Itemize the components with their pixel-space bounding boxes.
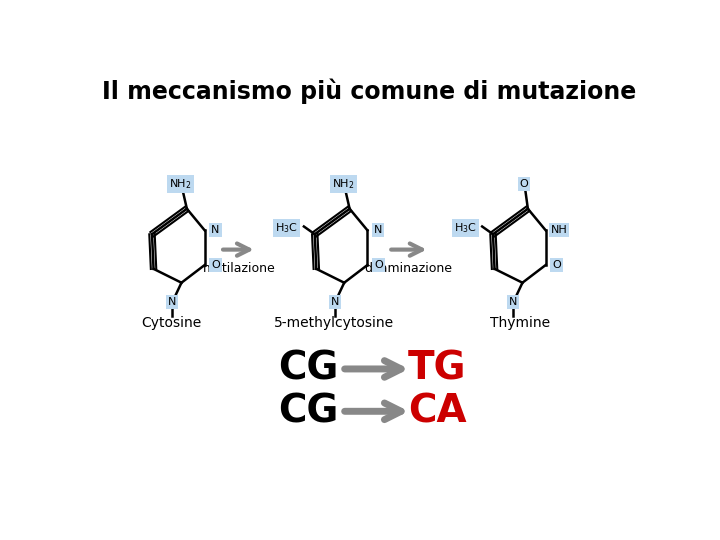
Text: NH$_2$: NH$_2$ bbox=[169, 177, 192, 191]
Text: deaminazione: deaminazione bbox=[364, 262, 453, 275]
Text: O: O bbox=[520, 179, 528, 189]
Text: CG: CG bbox=[279, 350, 338, 388]
Text: N: N bbox=[330, 297, 339, 307]
Text: N: N bbox=[168, 297, 176, 307]
Text: N: N bbox=[374, 225, 382, 235]
Text: Cytosine: Cytosine bbox=[141, 316, 202, 330]
Text: H$_3$C: H$_3$C bbox=[275, 221, 298, 235]
Text: metilazione: metilazione bbox=[202, 262, 275, 275]
Text: O: O bbox=[552, 260, 561, 270]
Text: O: O bbox=[374, 260, 382, 270]
Text: 5-methylcytosine: 5-methylcytosine bbox=[274, 316, 394, 330]
Text: O: O bbox=[211, 260, 220, 270]
Text: NH: NH bbox=[551, 225, 567, 235]
Text: CG: CG bbox=[279, 392, 338, 430]
Text: Thymine: Thymine bbox=[490, 316, 550, 330]
Text: N: N bbox=[509, 297, 518, 307]
Text: H$_3$C: H$_3$C bbox=[454, 221, 477, 235]
Text: NH$_2$: NH$_2$ bbox=[332, 177, 355, 191]
Text: TG: TG bbox=[408, 350, 467, 388]
Text: N: N bbox=[212, 225, 220, 235]
Text: Il meccanismo più comune di mutazione: Il meccanismo più comune di mutazione bbox=[102, 79, 636, 105]
Text: CA: CA bbox=[408, 392, 467, 430]
